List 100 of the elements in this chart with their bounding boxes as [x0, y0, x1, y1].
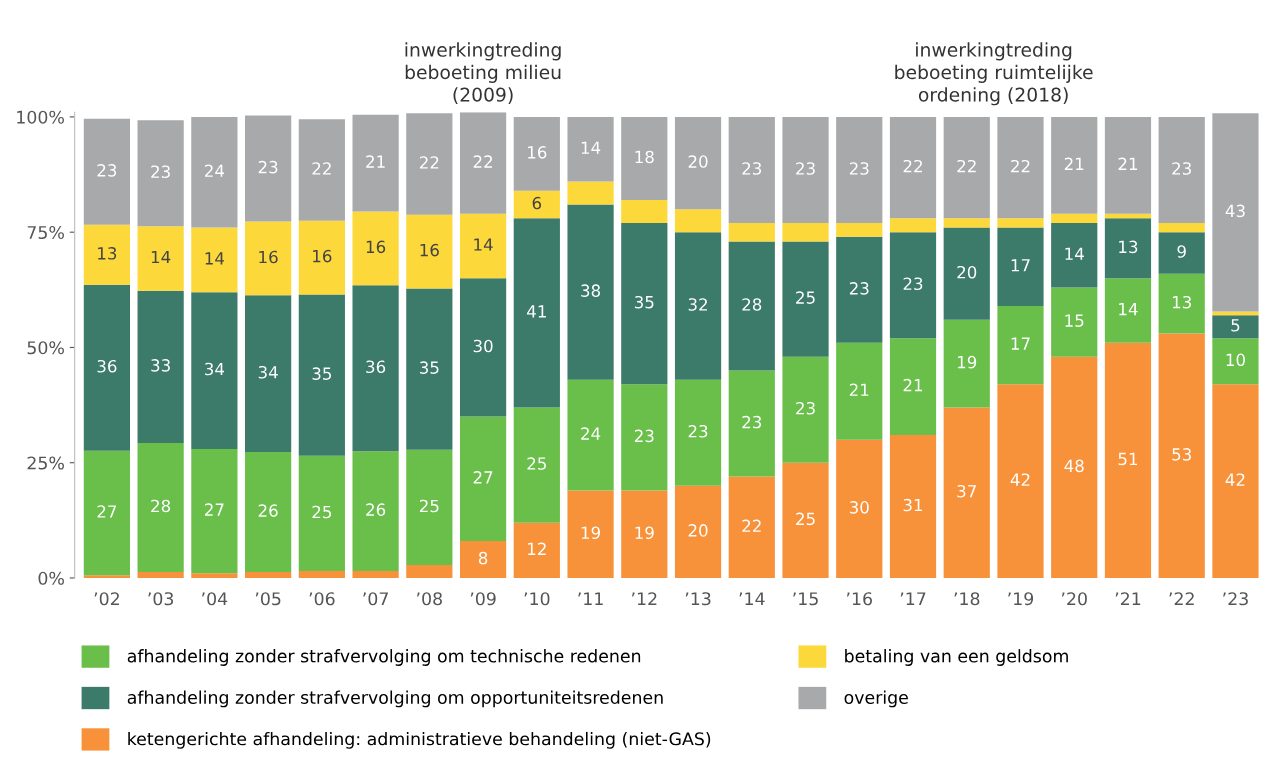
bar [513, 190, 560, 219]
data-label: 23 [634, 429, 654, 443]
data-label: 19 [635, 526, 654, 540]
bar [137, 290, 184, 443]
bar [83, 118, 130, 225]
bar [137, 571, 184, 578]
data-label: 14 [1065, 247, 1084, 260]
data-label: 42 [1010, 473, 1030, 486]
bar [1212, 113, 1259, 312]
x-tick-label: ’03 [148, 592, 174, 606]
data-label: 21 [903, 378, 923, 392]
data-label: 53 [1172, 448, 1191, 461]
bar [728, 370, 775, 477]
bar [836, 342, 883, 440]
bar [728, 476, 775, 578]
data-label: 42 [1225, 473, 1245, 486]
data-label: 17 [1011, 259, 1030, 272]
bar [621, 490, 668, 578]
bar [943, 218, 990, 228]
data-label: 21 [366, 155, 385, 168]
bar [459, 416, 507, 542]
bar [352, 571, 399, 578]
bar [1158, 273, 1205, 334]
bar [513, 218, 560, 408]
data-label: 13 [1119, 240, 1138, 254]
x-tick-label: ’08 [417, 592, 442, 606]
bar [567, 116, 614, 182]
bar [1212, 315, 1259, 339]
bar [298, 571, 345, 578]
bar [621, 222, 668, 385]
bar [621, 199, 668, 223]
bar [513, 522, 560, 578]
bar [298, 220, 345, 295]
legend-label: overige [844, 690, 908, 708]
bar [191, 292, 238, 449]
data-label: 35 [420, 361, 439, 374]
y-tick-label: 50% [27, 341, 64, 355]
bar [836, 236, 883, 343]
data-label: 9 [1177, 245, 1186, 258]
data-label: 16 [313, 249, 332, 263]
data-label: 20 [688, 524, 708, 537]
data-label: 22 [473, 155, 493, 168]
bar [191, 573, 238, 578]
data-label: 28 [742, 298, 762, 311]
data-label: 23 [742, 162, 762, 175]
data-label: 34 [258, 365, 278, 379]
bar [674, 209, 722, 233]
x-tick-label: ’11 [578, 592, 603, 606]
bar [83, 575, 130, 578]
bar [782, 462, 829, 578]
bar [836, 222, 883, 237]
data-label: 22 [742, 519, 761, 532]
data-label: 21 [849, 383, 869, 396]
x-tick-label: ’02 [94, 592, 119, 606]
data-label: 27 [97, 505, 117, 518]
data-label: 30 [849, 501, 869, 514]
data-label: 23 [742, 415, 762, 429]
bar [191, 116, 238, 228]
data-label: 23 [903, 277, 923, 291]
y-tick-label: 75% [27, 225, 64, 240]
data-label: 17 [1011, 337, 1030, 350]
data-label: 31 [903, 498, 923, 512]
bar [1051, 356, 1098, 578]
y-tick-label: 100% [17, 110, 64, 124]
data-label: 22 [957, 159, 976, 173]
bar [943, 319, 990, 408]
data-label: 22 [419, 156, 439, 169]
legend-label: ketengerichte afhandeling: administratieve behandeling (niet-GAS) [128, 731, 711, 749]
bar [137, 120, 184, 227]
bar [1051, 287, 1098, 357]
y-tick-label: 25% [27, 456, 64, 470]
data-label: 19 [957, 355, 977, 369]
x-tick-label: ’06 [309, 592, 335, 606]
data-label: 10 [1226, 353, 1245, 367]
bar [191, 448, 238, 574]
x-tick-label: ’17 [900, 592, 926, 606]
bar [1158, 116, 1205, 223]
data-label: 23 [849, 162, 869, 175]
bar [674, 485, 722, 578]
bar [406, 214, 453, 289]
legend-label: betaling van een geldsom [845, 649, 1068, 666]
data-label: 24 [581, 427, 601, 440]
bar [83, 284, 130, 451]
bar [1212, 384, 1259, 578]
data-label: 20 [688, 155, 708, 168]
data-label: 35 [312, 367, 331, 380]
data-label: 25 [796, 512, 815, 526]
bar [889, 116, 937, 219]
data-label: 16 [259, 250, 278, 264]
bar [1051, 116, 1098, 214]
bar [997, 218, 1044, 228]
x-tick-label: ’15 [793, 592, 818, 606]
bar [997, 384, 1044, 578]
data-label: 23 [796, 401, 815, 415]
bar [406, 288, 453, 450]
bar [245, 295, 292, 453]
bar [836, 116, 883, 223]
bar [245, 452, 292, 572]
data-label: 21 [1118, 157, 1138, 170]
bar [1104, 218, 1152, 279]
